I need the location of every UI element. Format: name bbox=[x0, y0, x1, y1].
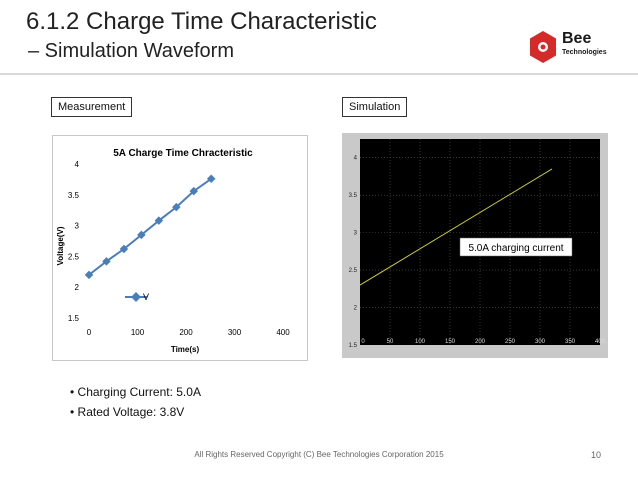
chart-title: 5A Charge Time Chracteristic bbox=[113, 148, 253, 159]
simulation-label: Simulation bbox=[342, 97, 408, 117]
annotation: 5.0A charging current bbox=[459, 237, 573, 257]
slide-title: 6.1.2 Charge Time Characteristic bbox=[26, 8, 377, 35]
y-tick-label: 3.5 bbox=[349, 193, 358, 199]
legend-label: V bbox=[143, 292, 149, 302]
logo-sub: Technologies bbox=[562, 49, 607, 56]
series-line bbox=[88, 177, 212, 276]
bullet-list: • Charging Current: 5.0A • Rated Voltage… bbox=[70, 385, 201, 425]
data-point bbox=[84, 270, 94, 280]
bullet-item: • Charging Current: 5.0A bbox=[70, 385, 201, 399]
data-point bbox=[119, 244, 129, 254]
y-tick-label: 2 bbox=[75, 283, 80, 292]
x-tick-label: 100 bbox=[415, 339, 426, 345]
y-axis-label: Voltage(V) bbox=[56, 226, 65, 265]
annotation-text: 5.0A charging current bbox=[468, 243, 563, 254]
x-tick-label: 200 bbox=[475, 339, 486, 345]
legend-marker bbox=[131, 292, 141, 302]
simulation-chart-frame: 0 50 100 150 200 250 300 350 400 1.5 2 2.5 3 3.5 4 5.0… bbox=[342, 133, 608, 358]
footer-copyright: All Rights Reserved Copyright (C) Bee Te… bbox=[194, 450, 444, 459]
bullet-item: • Rated Voltage: 3.8V bbox=[70, 405, 185, 419]
x-tick-label: 250 bbox=[505, 339, 516, 345]
x-tick-label: 400 bbox=[276, 328, 290, 337]
data-point bbox=[172, 202, 181, 212]
y-tick-label: 1.5 bbox=[349, 343, 358, 349]
company-logo: Bee Technologies bbox=[528, 28, 628, 68]
bullet-text: Charging Current: 5.0A bbox=[77, 385, 201, 399]
data-point bbox=[137, 230, 146, 240]
x-tick-label: 300 bbox=[535, 339, 546, 345]
y-tick-label: 3.5 bbox=[68, 191, 80, 200]
x-tick-label: 0 bbox=[87, 328, 92, 337]
y-tick-label: 4 bbox=[354, 156, 358, 162]
measurement-label: Measurement bbox=[51, 97, 133, 117]
x-tick-label: 0 bbox=[361, 339, 365, 345]
y-tick-label: 2 bbox=[354, 306, 358, 312]
measurement-chart-frame: 5A Charge Time Chracteristic Time(s) Vol… bbox=[52, 135, 308, 361]
logo-word: Bee bbox=[562, 30, 592, 47]
page-number: 10 bbox=[591, 450, 602, 460]
x-tick-label: 200 bbox=[179, 328, 193, 337]
x-tick-label: 50 bbox=[387, 339, 394, 345]
annotation-box bbox=[459, 237, 573, 257]
x-tick-label: 150 bbox=[445, 339, 456, 345]
y-tick-label: 2.5 bbox=[68, 252, 80, 261]
slide-subtitle: – Simulation Waveform bbox=[28, 40, 234, 62]
x-tick-label: 400 bbox=[595, 339, 606, 345]
y-tick-label: 1.5 bbox=[68, 314, 80, 323]
measurement-chart: 5A Charge Time Chracteristic Time(s) Vol… bbox=[56, 148, 290, 354]
title-divider bbox=[0, 73, 638, 75]
bullet-text: Rated Voltage: 3.8V bbox=[77, 405, 185, 419]
x-tick-label: 100 bbox=[131, 328, 145, 337]
data-point bbox=[102, 257, 111, 266]
legend: V bbox=[125, 292, 149, 302]
bee-logo-icon bbox=[530, 31, 556, 63]
x-tick-label: 300 bbox=[228, 328, 242, 337]
y-tick-label: 2.5 bbox=[349, 268, 358, 274]
data-point bbox=[154, 216, 164, 225]
simulation-chart: 0 50 100 150 200 250 300 350 400 1.5 2 2.5 3 3.5 4 5.0… bbox=[349, 139, 606, 349]
x-tick-label: 350 bbox=[565, 339, 576, 345]
waveform-line bbox=[359, 168, 553, 286]
y-tick-label: 3 bbox=[354, 231, 358, 237]
y-tick-label: 3 bbox=[75, 222, 80, 231]
x-axis-label: Time(s) bbox=[171, 345, 200, 354]
y-tick-label: 4 bbox=[75, 160, 80, 169]
